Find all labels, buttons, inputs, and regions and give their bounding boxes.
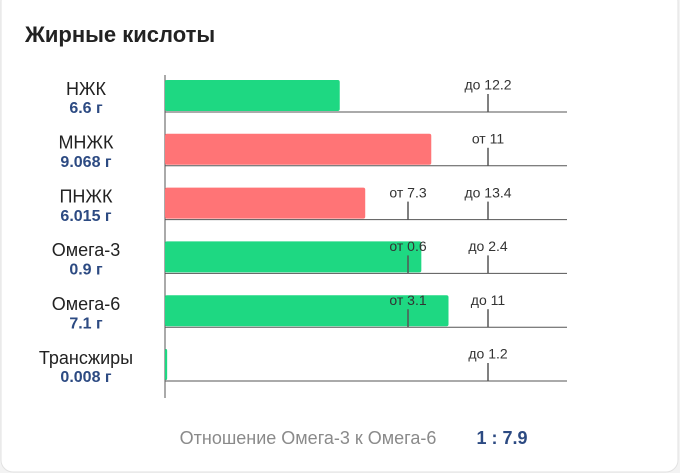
row-name: Омега-6 (52, 294, 121, 314)
bar (165, 349, 168, 380)
row-value: 7.1 г (69, 315, 103, 332)
row-value: 6.015 г (60, 208, 111, 225)
row-name: МНЖК (58, 133, 114, 153)
title: Жирные кислоты (24, 22, 215, 47)
ratio-label: Отношение Омега-3 к Омега-6 (180, 428, 437, 448)
row-name: Омега-3 (52, 240, 121, 260)
bar (165, 133, 432, 165)
ratio-value: 1 : 7.9 (476, 428, 527, 448)
row-value: 6.6 г (69, 100, 103, 117)
norm-label: до 12.2 (464, 77, 511, 93)
norm-label: до 2.4 (468, 238, 508, 254)
norm-label: до 1.2 (468, 346, 508, 362)
norm-label: от 7.3 (389, 184, 426, 200)
bar (165, 187, 366, 219)
bar (165, 295, 449, 327)
norm-label: от 11 (472, 131, 505, 147)
row-name: ПНЖК (59, 186, 113, 206)
row-name: Трансжиры (39, 348, 133, 368)
bar (165, 241, 422, 273)
row-value: 9.068 г (60, 154, 111, 171)
bar (165, 80, 340, 111)
row-value: 0.008 г (60, 369, 111, 386)
norm-label: от 0.6 (389, 238, 426, 254)
row-value: 0.9 г (69, 262, 103, 279)
row-name: НЖК (66, 79, 107, 99)
norm-label: от 3.1 (389, 292, 426, 308)
norm-label: до 13.4 (464, 184, 511, 200)
norm-label: до 11 (471, 292, 506, 308)
